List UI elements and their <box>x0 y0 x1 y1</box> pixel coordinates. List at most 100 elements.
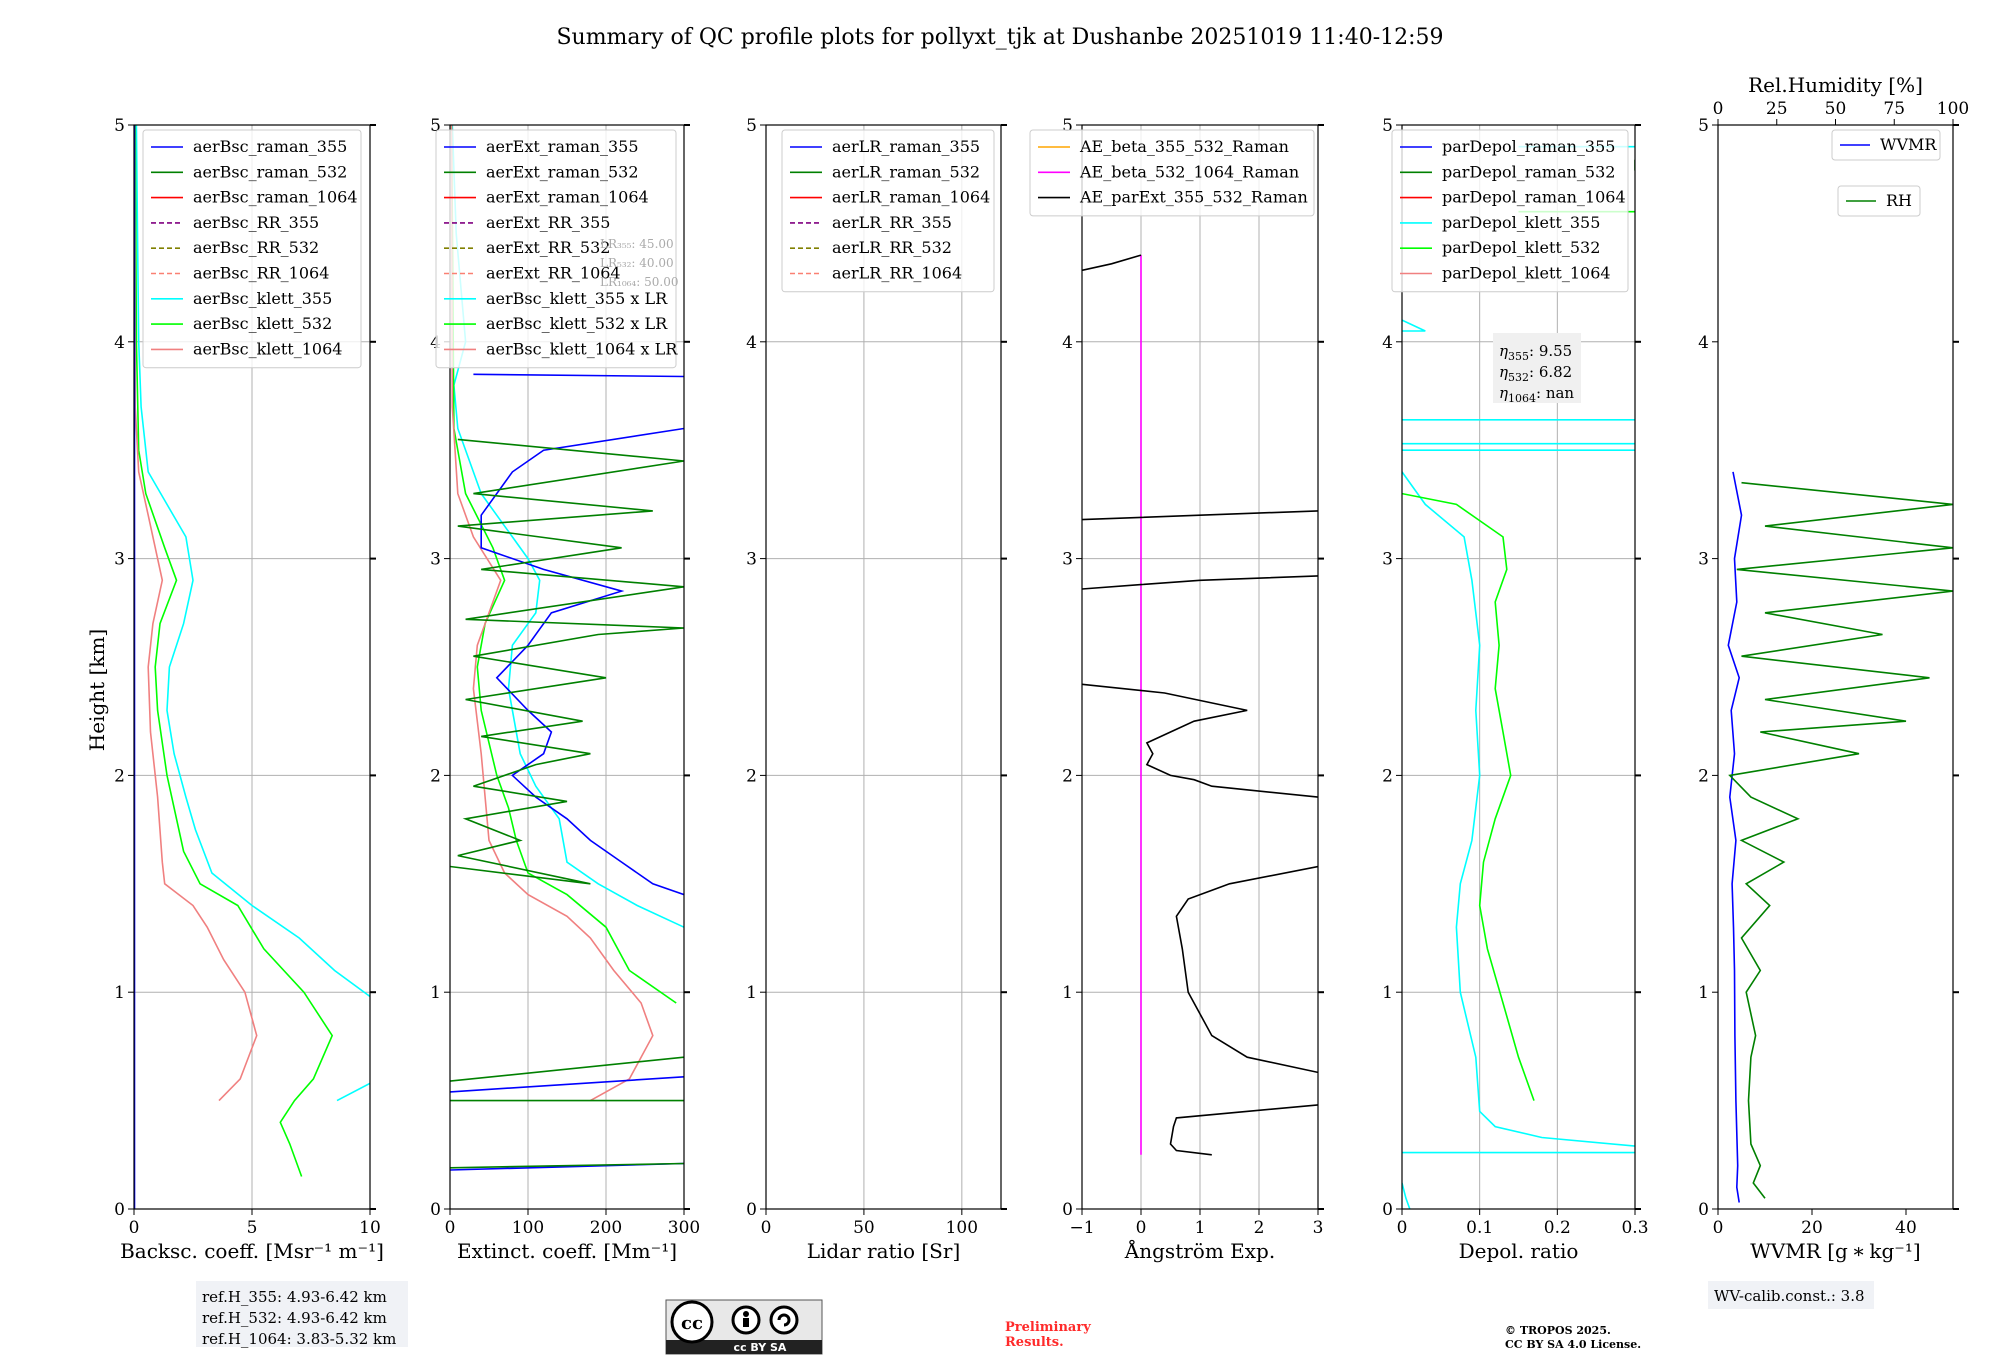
series-aerExt_raman_532 <box>450 1162 684 1169</box>
legend-WVMR: WVMR <box>1831 129 1941 161</box>
legend-label: aerLR_RR_1064 <box>832 264 962 283</box>
axes-frame <box>1401 124 1636 1210</box>
y-tick-label: 1 <box>114 983 125 1003</box>
series-AE_parExt_355_532_Raman <box>1082 510 1318 521</box>
legend-label: aerBsc_RR_532 <box>193 238 319 257</box>
y-tick-label: 1 <box>1062 983 1073 1003</box>
legend-label: WVMR <box>1880 135 1937 154</box>
eta-colon: : <box>1529 342 1539 360</box>
legend-label: aerExt_RR_532 <box>486 238 610 257</box>
x-tick-label: 0 <box>1136 1218 1147 1238</box>
x-tick-label: 1 <box>1195 1218 1206 1238</box>
series-aerBsc_klett_355 <box>135 125 370 998</box>
eta-colon: : <box>1529 363 1539 381</box>
series-AE_parExt_355_532_Raman <box>1169 1104 1318 1156</box>
legend-label: parDepol_raman_355 <box>1442 137 1615 156</box>
legend-label: parDepol_klett_355 <box>1442 213 1600 232</box>
x-tick-label: 10 <box>359 1218 381 1238</box>
wv-calib-box <box>1708 1281 1874 1309</box>
y-tick-label: 4 <box>114 333 125 353</box>
legend-label: parDepol_raman_532 <box>1442 162 1615 181</box>
series-AE_parExt_355_532_Raman <box>1082 575 1318 590</box>
series-parDepol_klett_355 <box>1402 471 1635 1147</box>
x-tick-label: 100 <box>512 1218 544 1238</box>
y-tick-label: 2 <box>1062 766 1073 786</box>
legend-label: aerExt_RR_1064 <box>486 264 621 283</box>
lr-note: LR₃₅₅: 45.00 <box>600 237 674 251</box>
y-tick-label: 5 <box>430 116 441 136</box>
series-aerBsc_klett_532 <box>134 125 334 1177</box>
legend-label: AE_beta_355_532_Raman <box>1079 137 1289 156</box>
preliminary-line-1: Preliminary <box>1005 1320 1091 1335</box>
refh-line: ref.H_355: 4.93-6.42 km <box>202 1288 387 1306</box>
x-axis-label: Extinct. coeff. [Mm⁻¹] <box>457 1239 677 1263</box>
series-aerExt_raman_355 <box>450 1076 684 1093</box>
legend-label: parDepol_klett_1064 <box>1442 264 1611 283</box>
preliminary-line-2: Results. <box>1005 1335 1064 1350</box>
legend-label: AE_beta_532_1064_Raman <box>1079 162 1299 181</box>
legend-label: aerBsc_RR_355 <box>193 213 319 232</box>
y-tick-label: 0 <box>114 1200 125 1220</box>
legend-RH: RH <box>1837 185 1921 217</box>
legend-label: aerExt_raman_1064 <box>486 188 649 207</box>
refh-line: ref.H_532: 4.93-6.42 km <box>202 1309 387 1327</box>
y-tick-label: 2 <box>1698 766 1709 786</box>
x-axis-label: Lidar ratio [Sr] <box>807 1239 961 1263</box>
legend-label: RH <box>1886 191 1912 210</box>
legend-box <box>435 129 677 369</box>
series-WVMR <box>1727 471 1743 1203</box>
y-tick-label: 1 <box>746 983 757 1003</box>
legend-ext: aerExt_raman_355 aerExt_raman_532 aerExt_r… <box>435 129 678 369</box>
x-tick-label: 0 <box>1713 1218 1724 1238</box>
series-AE_parExt_355_532_Raman <box>1175 865 1318 1074</box>
y-tick-label: 3 <box>1062 550 1073 570</box>
legend-label: aerLR_RR_532 <box>832 238 952 257</box>
legend-label: aerLR_raman_532 <box>832 162 980 181</box>
eta-sub: 532 <box>1508 371 1529 384</box>
legend-label: aerBsc_klett_355 x LR <box>486 289 668 308</box>
x-axis-label: WVMR [g ∗ kg⁻¹] <box>1750 1239 1920 1263</box>
y-tick-label: 4 <box>1698 333 1709 353</box>
legend-box <box>1837 185 1921 217</box>
cc-badge-text: cc BY SA <box>734 1341 787 1354</box>
legend-box <box>142 129 362 369</box>
x-tick-label: 0.3 <box>1621 1218 1648 1238</box>
y-tick-label: 2 <box>746 766 757 786</box>
eta-sym: η <box>1499 384 1508 402</box>
copyright-line-1: © TROPOS 2025. <box>1505 1324 1611 1337</box>
series-aerBsc_klett_355 <box>336 1082 370 1102</box>
legend-label: aerBsc_klett_532 x LR <box>486 314 668 333</box>
svg-text:cc: cc <box>681 1313 703 1334</box>
legend-label: aerBsc_raman_1064 <box>193 188 358 207</box>
legend-label: aerBsc_RR_1064 <box>193 264 329 283</box>
eta-label: η532: 6.82 <box>1499 363 1572 384</box>
legend-label: aerLR_RR_355 <box>832 213 952 232</box>
x-axis-label: Depol. ratio <box>1459 1239 1579 1263</box>
legend-label: AE_parExt_355_532_Raman <box>1079 188 1308 207</box>
eta-value: nan <box>1546 384 1575 402</box>
series-aerBsc_klett_1064 x LR <box>450 125 654 1102</box>
legend-label: aerExt_raman_355 <box>486 137 639 156</box>
figure-title: Summary of QC profile plots for pollyxt_… <box>556 25 1443 50</box>
legend-depol: parDepol_raman_355 parDepol_raman_532 parD… <box>1391 129 1629 293</box>
legend-box <box>1391 129 1629 293</box>
cc-icon <box>670 1300 714 1344</box>
eta-sub: 355 <box>1508 350 1529 363</box>
legend-label: aerBsc_klett_1064 <box>193 339 342 358</box>
y-tick-label: 1 <box>1698 983 1709 1003</box>
series-RH <box>1728 481 1953 1199</box>
series-aerExt_raman_355 <box>480 427 684 896</box>
shared-y-axis-label: Height [km] <box>85 629 109 751</box>
x-tick-label: 0.2 <box>1544 1218 1571 1238</box>
x-tick-label: 200 <box>590 1218 622 1238</box>
y-tick-label: 3 <box>114 550 125 570</box>
x-tick-label: −1 <box>1069 1218 1094 1238</box>
y-tick-label: 2 <box>114 766 125 786</box>
eta-sub: 1064 <box>1508 392 1536 405</box>
eta-label: η1064: nan <box>1499 384 1574 405</box>
y-tick-label: 4 <box>1062 333 1073 353</box>
